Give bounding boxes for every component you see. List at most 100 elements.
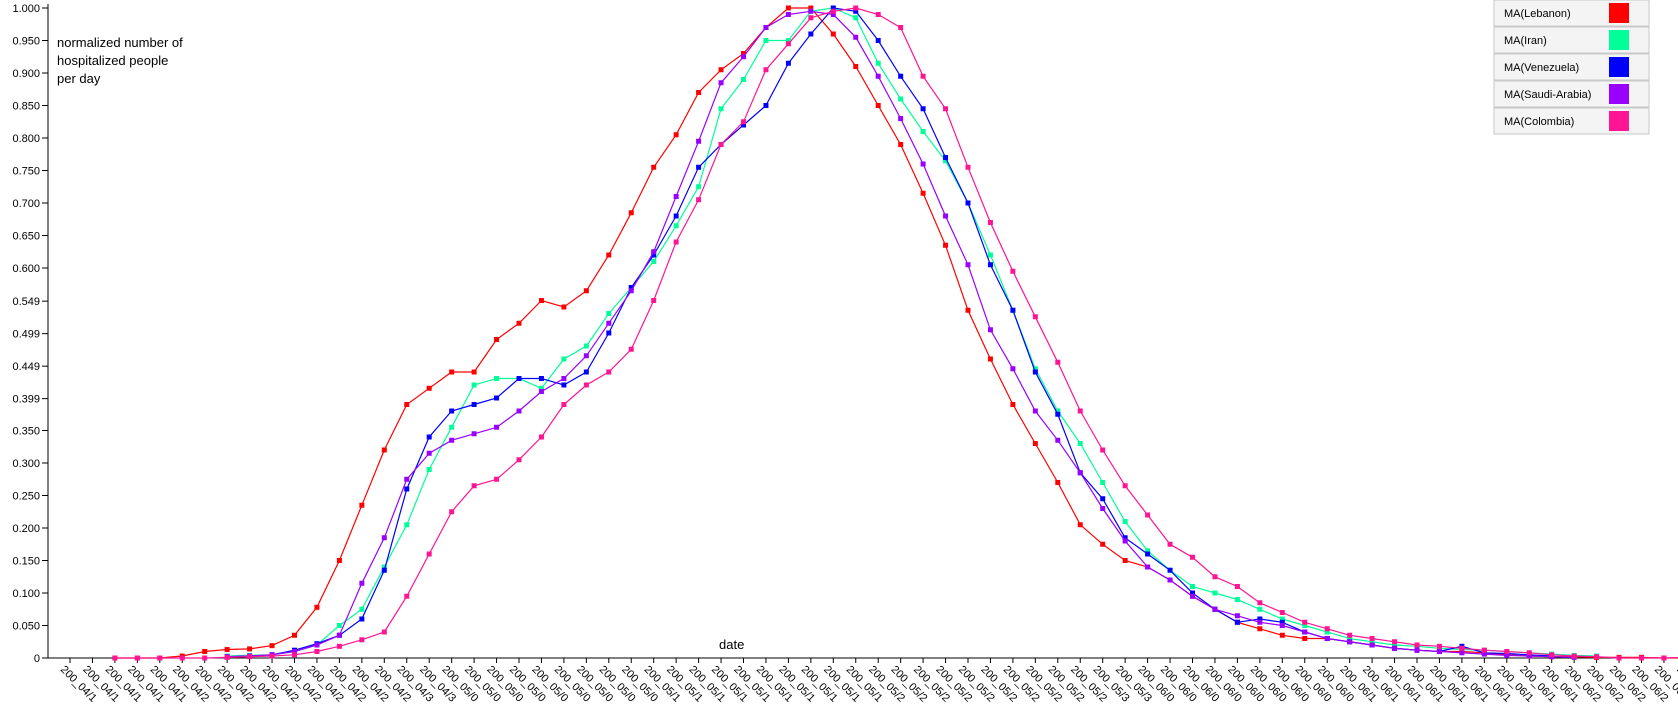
data-point — [1190, 590, 1195, 596]
data-point — [359, 606, 365, 612]
data-point — [471, 402, 477, 407]
data-point — [381, 447, 387, 453]
data-point — [583, 369, 589, 375]
data-point — [628, 210, 634, 216]
y-tick-label: 0.650 — [12, 231, 40, 243]
data-point — [1392, 645, 1398, 651]
data-point — [965, 307, 971, 313]
data-point — [785, 12, 791, 17]
legend-swatch — [1609, 111, 1629, 131]
y-tick-label: 0.050 — [12, 621, 40, 633]
data-point — [269, 653, 275, 659]
data-point — [247, 654, 253, 660]
y-tick-label: 0.350 — [12, 426, 40, 438]
data-point — [516, 457, 522, 463]
data-point — [808, 8, 814, 14]
data-point — [1302, 629, 1308, 635]
y-tick-label: 0.499 — [12, 329, 40, 341]
data-point — [426, 434, 432, 440]
data-point — [1661, 655, 1667, 661]
y-tick-label: 0 — [34, 653, 40, 665]
data-point — [830, 8, 836, 14]
data-point — [785, 38, 791, 43]
y-tick-label: 0.399 — [12, 394, 40, 406]
data-point — [943, 155, 949, 160]
data-point — [516, 376, 522, 381]
data-point — [404, 593, 410, 599]
x-axis-title: date — [719, 637, 744, 652]
data-point — [673, 223, 679, 229]
data-point — [1594, 654, 1600, 660]
data-point — [561, 356, 567, 362]
data-point — [1122, 558, 1128, 563]
data-point — [1077, 522, 1083, 528]
data-point — [404, 522, 410, 528]
data-point — [1122, 535, 1128, 541]
data-point — [898, 116, 904, 121]
data-point — [1257, 619, 1263, 625]
data-point — [651, 164, 657, 170]
legend-label: MA(Venezuela) — [1504, 62, 1579, 74]
data-point — [1032, 314, 1038, 320]
y-tick-label: 0.300 — [12, 458, 40, 470]
data-point — [808, 31, 814, 37]
data-point — [830, 12, 836, 17]
data-point — [875, 12, 881, 17]
data-point — [673, 132, 679, 138]
data-point — [471, 369, 477, 375]
data-point — [336, 643, 342, 649]
series-line — [114, 7, 1678, 659]
y-tick-label: 0.449 — [12, 361, 40, 373]
data-point — [583, 288, 589, 294]
data-point — [1145, 564, 1151, 570]
data-point — [336, 623, 342, 628]
data-point — [718, 142, 724, 147]
data-point — [1392, 639, 1398, 645]
data-point — [1010, 307, 1016, 313]
legend-label: MA(Iran) — [1504, 35, 1547, 47]
y-tick-label: 0.549 — [12, 296, 40, 308]
data-point — [269, 643, 275, 649]
data-point — [404, 486, 410, 492]
data-point — [808, 5, 814, 11]
data-point — [1324, 626, 1330, 632]
data-point — [606, 330, 612, 336]
data-point — [359, 616, 365, 622]
data-point — [1145, 512, 1151, 518]
data-point — [1212, 606, 1218, 612]
data-point — [987, 262, 993, 268]
data-point — [718, 106, 724, 112]
data-point — [561, 402, 567, 407]
data-point — [763, 67, 769, 73]
data-point — [134, 655, 140, 661]
y-tick-label: 0.150 — [12, 556, 40, 568]
data-point — [561, 376, 567, 381]
data-point — [583, 382, 589, 388]
data-point — [741, 77, 746, 82]
legend-label: MA(Saudi-Arabia) — [1504, 89, 1591, 101]
data-point — [583, 343, 589, 349]
data-point — [808, 15, 814, 21]
data-point — [112, 655, 118, 661]
data-point — [965, 262, 971, 268]
data-point — [898, 142, 904, 147]
data-point — [1369, 639, 1375, 645]
series-ma-venezuela — [224, 5, 1555, 660]
data-point — [224, 654, 230, 660]
y-tick-label: 0.750 — [12, 166, 40, 178]
y-tick-label: 0.700 — [12, 198, 40, 210]
data-point — [1414, 642, 1420, 648]
data-point — [359, 580, 365, 586]
legend: MA(Lebanon) MA(Iran) MA(Venezuela) MA(Saudi… — [1493, 0, 1650, 135]
data-point — [1347, 639, 1353, 645]
legend-swatch — [1609, 57, 1629, 77]
data-point — [853, 8, 859, 14]
data-point — [1010, 268, 1016, 274]
data-point — [1145, 551, 1151, 557]
series-ma-saudi-arabia — [224, 8, 1577, 660]
data-point — [785, 41, 791, 47]
y-tick-label: 0.250 — [12, 491, 40, 503]
data-point — [157, 655, 163, 661]
data-point — [359, 502, 365, 508]
data-point — [381, 535, 387, 541]
